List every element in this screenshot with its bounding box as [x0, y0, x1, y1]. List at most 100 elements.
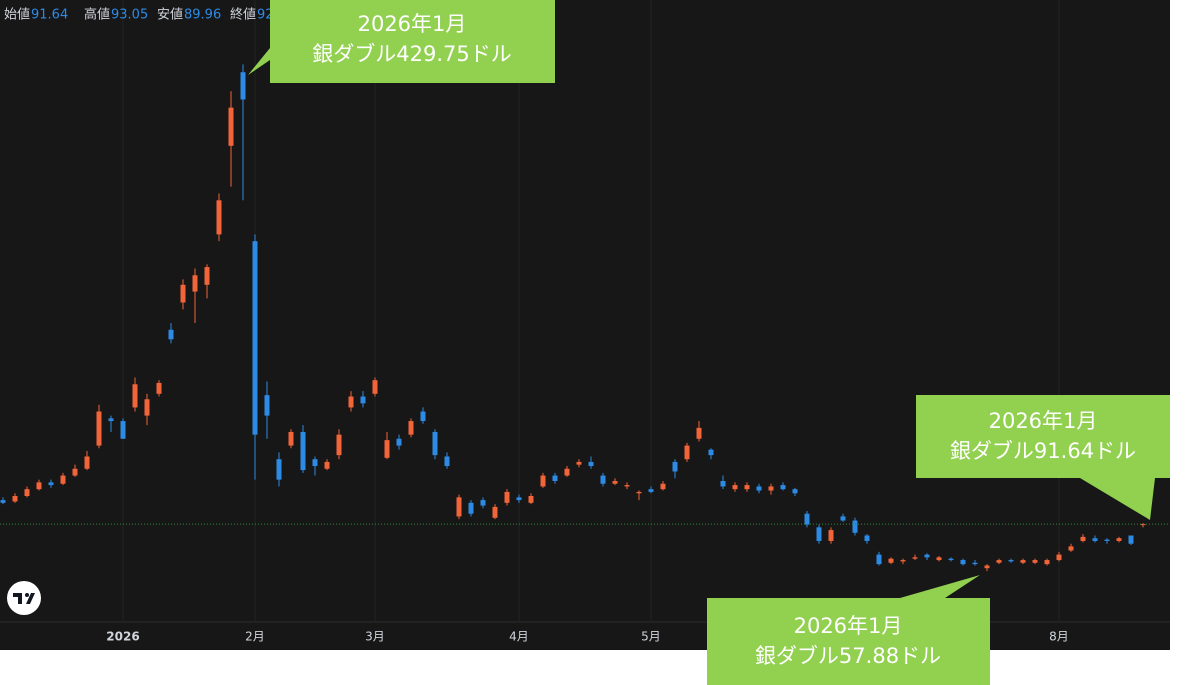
- candle-body: [192, 275, 198, 292]
- candle-body: [216, 200, 222, 235]
- candle-body: [744, 485, 750, 490]
- candles: [0, 64, 1170, 572]
- candle-body: [396, 438, 402, 446]
- logo: [7, 581, 41, 615]
- candle-body: [528, 496, 534, 503]
- candle-body: [768, 486, 774, 491]
- candle-body: [924, 554, 930, 558]
- candle-body: [444, 456, 450, 467]
- candle-body: [1140, 524, 1146, 526]
- x-tick-label: 3月: [365, 630, 385, 644]
- callout-box: [707, 575, 990, 685]
- candle-body: [588, 461, 594, 467]
- candle-body: [360, 396, 366, 404]
- margin-bottom: [0, 650, 1200, 685]
- callout-box: [248, 0, 555, 83]
- candle-body: [1128, 535, 1134, 544]
- candle-body: [804, 513, 810, 525]
- open-label: 始値: [4, 7, 30, 23]
- candle-body: [372, 380, 378, 394]
- candle-body: [1008, 560, 1014, 562]
- candle-body: [168, 329, 174, 340]
- callout-text: 2026年1月: [989, 409, 1098, 433]
- candle-body: [84, 456, 90, 469]
- callout: 2026年1月 銀ダブル91.64ドル: [916, 395, 1170, 520]
- candle-body: [876, 554, 882, 565]
- candle-body: [324, 461, 330, 469]
- logo-mark: [13, 593, 35, 604]
- x-tick-label: 4月: [509, 630, 529, 644]
- logo-circle: [7, 581, 41, 615]
- candle-body: [1032, 560, 1038, 563]
- candle-body: [384, 440, 390, 458]
- candle-body: [756, 486, 762, 491]
- plot-background: [0, 0, 1170, 650]
- callout-text: 銀ダブル429.75ドル: [312, 42, 511, 66]
- callout-box: [916, 395, 1170, 520]
- candle-body: [648, 489, 654, 492]
- callout-text: 銀ダブル91.64ドル: [950, 439, 1136, 463]
- candle-body: [696, 427, 702, 439]
- callout: 2026年1月 銀ダブル57.88ドル: [707, 575, 990, 685]
- candle-body: [900, 560, 906, 562]
- candle-body: [936, 557, 942, 561]
- candle-body: [60, 475, 66, 484]
- candle-body: [612, 481, 618, 484]
- candle-body: [204, 267, 210, 285]
- high-value: 93.05: [111, 8, 148, 23]
- candle-body: [720, 481, 726, 487]
- logo-dot: [25, 593, 29, 597]
- candle-body: [468, 502, 474, 514]
- close-label: 終値: [230, 7, 256, 23]
- candle-body: [0, 500, 6, 503]
- candle-body: [108, 418, 114, 422]
- candle-body: [996, 560, 1002, 563]
- candle-body: [1104, 539, 1110, 541]
- candle-body: [72, 468, 78, 476]
- low-label: 安値: [157, 7, 183, 23]
- callout-text: 2026年1月: [794, 614, 903, 638]
- candle-body: [36, 482, 42, 490]
- candle-body: [456, 497, 462, 517]
- candle-body: [672, 461, 678, 472]
- candle-body: [252, 241, 258, 435]
- candle-body: [408, 421, 414, 435]
- margin-right: [1170, 0, 1200, 685]
- candle-body: [492, 506, 498, 518]
- candle-body: [732, 485, 738, 490]
- candle-body: [660, 483, 666, 490]
- candle-body: [1056, 554, 1062, 561]
- x-tick-label: 5月: [641, 630, 661, 644]
- candle-body: [336, 434, 342, 456]
- x-tick-label: 2026: [106, 630, 139, 644]
- candle-body: [684, 445, 690, 460]
- candle-body: [144, 399, 150, 416]
- callout-text: 2026年1月: [358, 12, 467, 36]
- candle-body: [984, 565, 990, 569]
- candle-body: [828, 530, 834, 541]
- header: 始値 91.64 高値 93.05 安値 89.96 終値 92.4: [4, 7, 286, 23]
- candle-body: [96, 411, 102, 446]
- candle-body: [576, 461, 582, 465]
- candle-body: [240, 72, 246, 100]
- candle-body: [564, 468, 570, 476]
- candle-body: [780, 485, 786, 490]
- candle-body: [888, 558, 894, 563]
- candle-body: [816, 527, 822, 541]
- x-axis: 2026 2月 3月 4月 5月 8月: [106, 630, 1069, 644]
- candle-body: [600, 475, 606, 484]
- candle-body: [912, 557, 918, 559]
- high-label: 高値: [84, 7, 110, 23]
- candle-body: [48, 482, 54, 486]
- candle-body: [504, 491, 510, 503]
- candle-body: [432, 431, 438, 456]
- candle-body: [180, 284, 186, 303]
- open-value: 91.64: [31, 8, 68, 23]
- candle-body: [1068, 546, 1074, 551]
- x-tick-label: 2月: [245, 630, 265, 644]
- candle-body: [636, 491, 642, 494]
- candle-body: [156, 382, 162, 394]
- callout-text: 銀ダブル57.88ドル: [755, 644, 941, 668]
